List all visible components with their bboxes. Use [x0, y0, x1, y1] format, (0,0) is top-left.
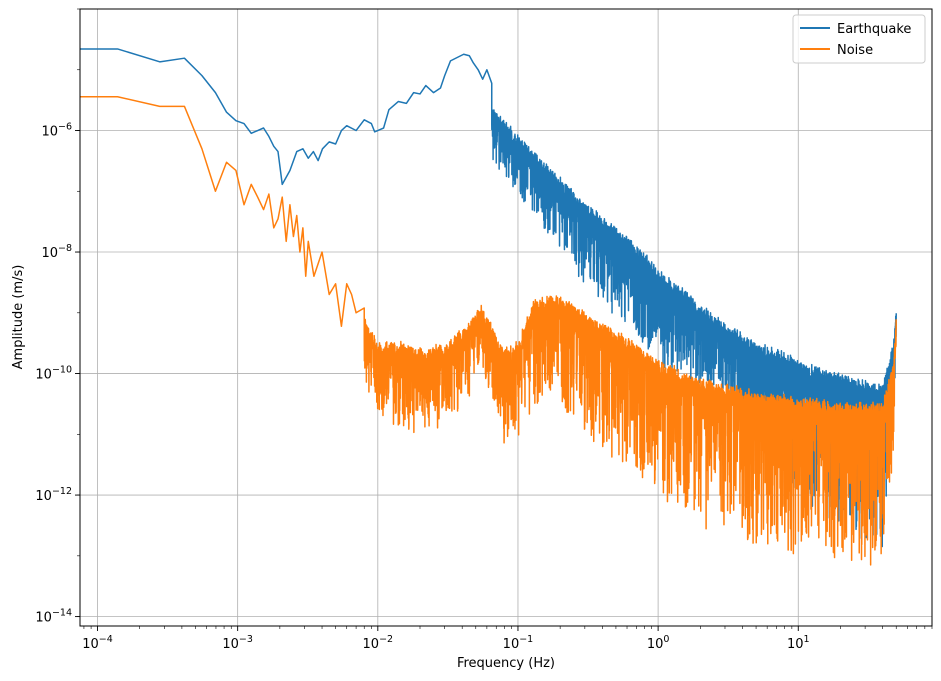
y-tick-label: 10−10	[35, 365, 72, 383]
y-tick-label: 10−12	[35, 486, 72, 504]
series-layer	[80, 48, 897, 566]
x-tick-label: 10−3	[222, 634, 253, 652]
y-tick-label: 10−14	[35, 608, 72, 626]
y-tick-label: 10−6	[41, 122, 72, 140]
x-tick-label: 101	[787, 634, 810, 652]
x-tick-label: 10−4	[82, 634, 113, 652]
legend: Earthquake Noise	[792, 14, 926, 64]
legend-label-earthquake: Earthquake	[837, 22, 911, 37]
x-tick-label: 100	[647, 634, 670, 652]
series-line-noise	[80, 95, 897, 566]
plot-frame	[79, 8, 933, 627]
y-tick-label: 10−8	[41, 243, 72, 261]
x-tick-label: 10−1	[503, 634, 534, 652]
x-tick-label: 10−2	[363, 634, 394, 652]
x-axis-label: Frequency (Hz)	[457, 656, 555, 671]
legend-label-noise: Noise	[837, 43, 873, 58]
y-axis-label: Amplitude (m/s)	[11, 265, 26, 370]
ticks: 10−4 10−3 10−2 10−1 100 101 10−14 10−12 10−10 10−…	[35, 8, 933, 652]
